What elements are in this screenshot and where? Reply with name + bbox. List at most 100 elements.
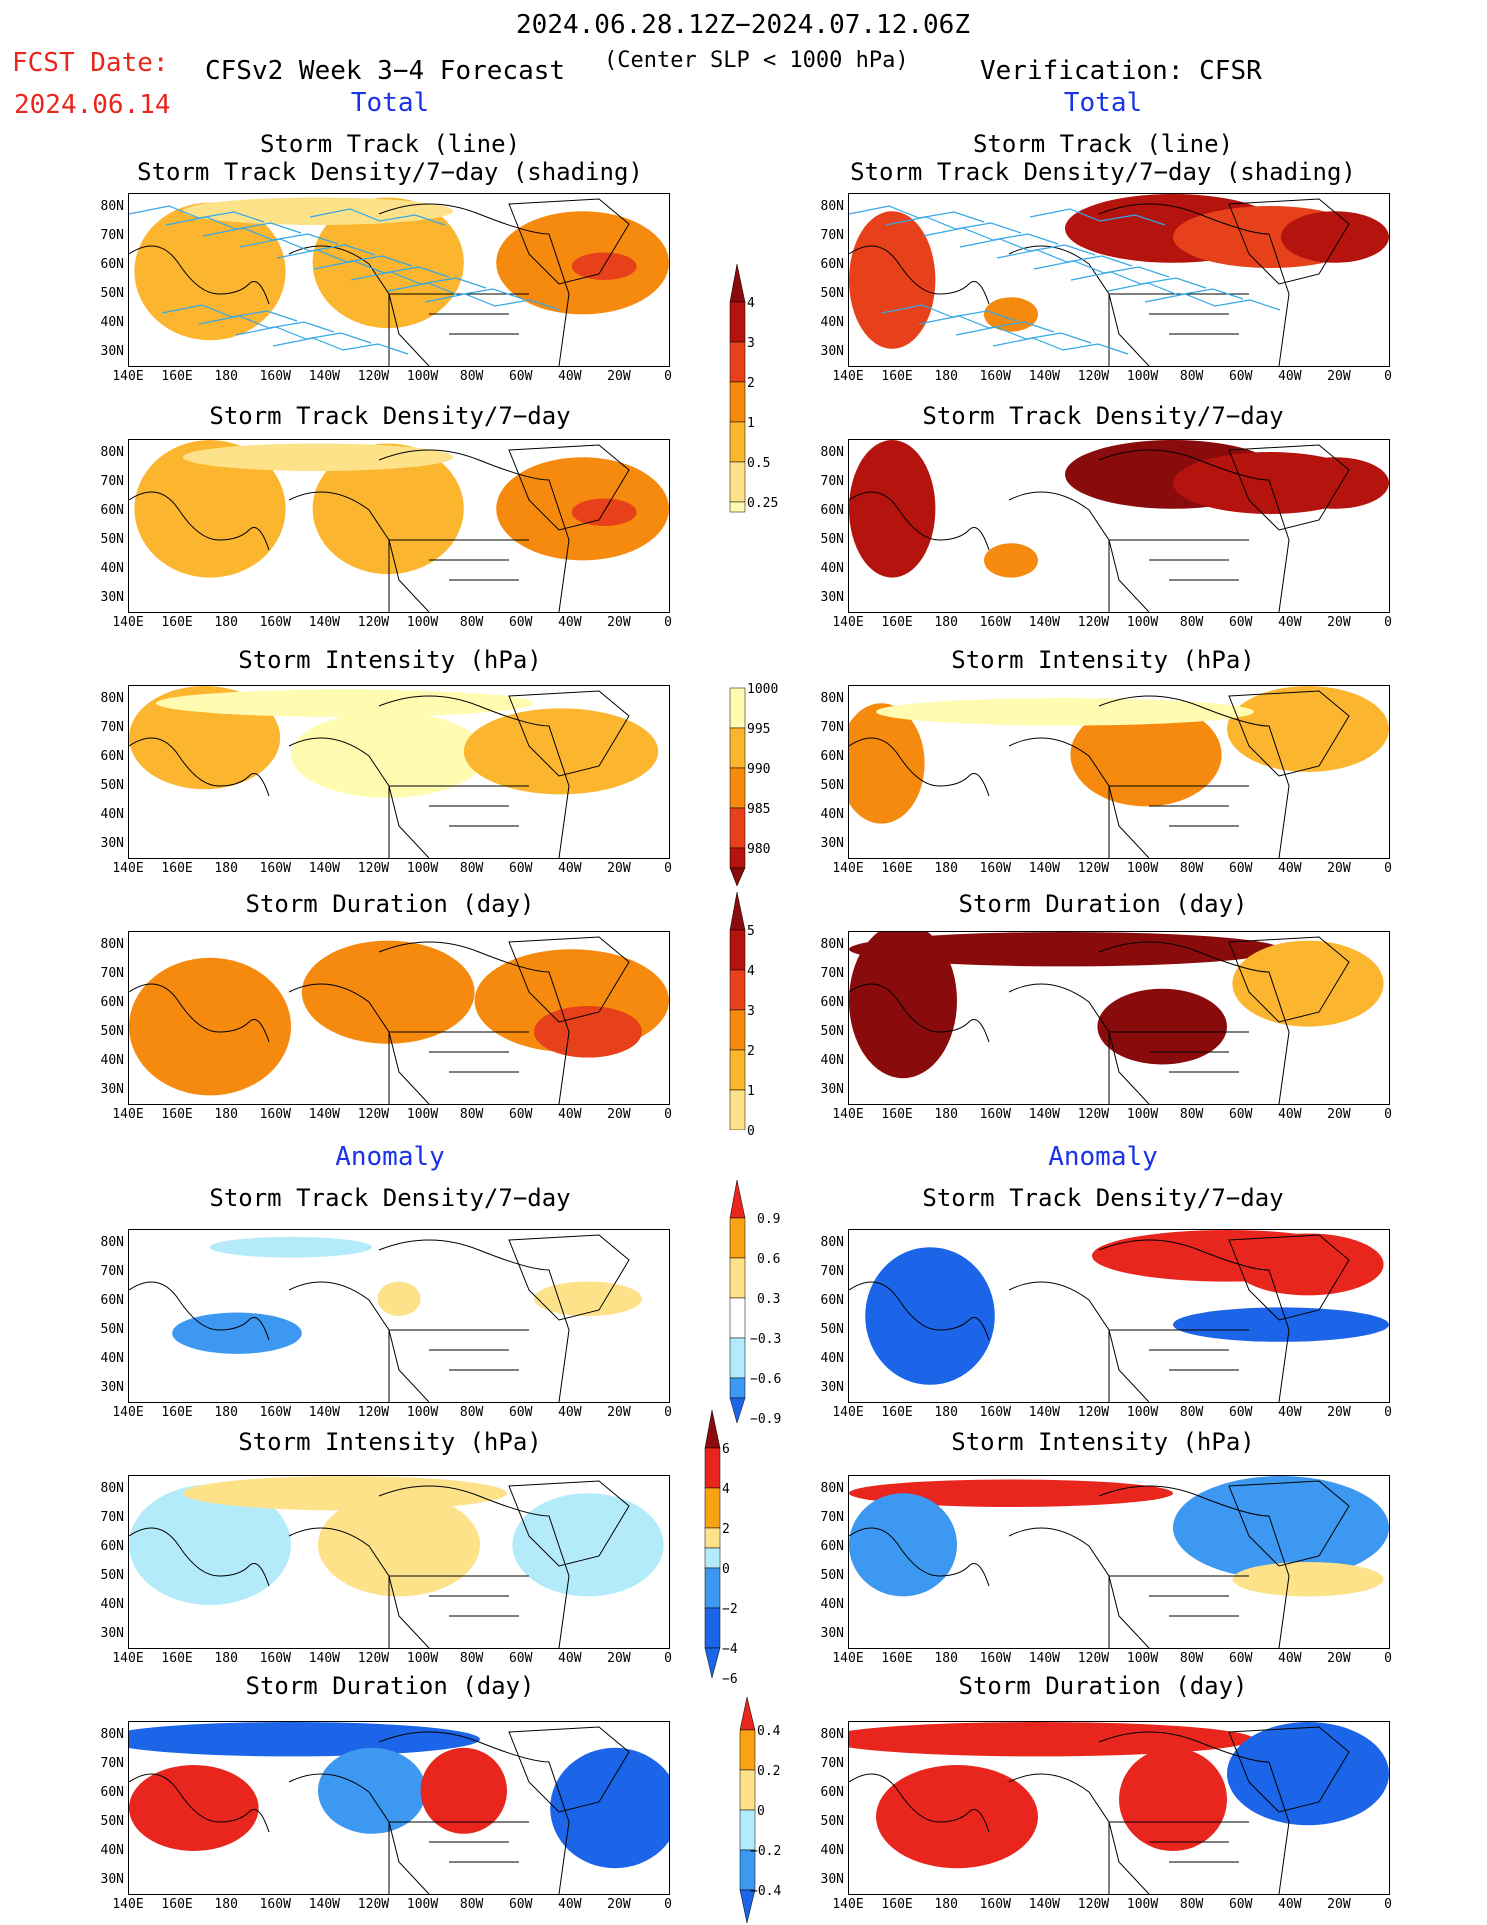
lon-label: 20W: [607, 1405, 631, 1420]
shading-region: [849, 1493, 957, 1597]
lon-label: 120W: [357, 1651, 390, 1666]
coastline: [1098, 1731, 1290, 1894]
lon-label: 180: [934, 1651, 958, 1666]
lat-label: 40N: [100, 1053, 124, 1068]
lat-label: 80N: [100, 1481, 124, 1496]
coastline: [378, 203, 570, 366]
cb-duration-anom-label: −0.4: [750, 1884, 782, 1899]
lon-label: 140E: [112, 369, 144, 384]
lat-label: 60N: [820, 1785, 844, 1800]
shading-region: [1281, 457, 1389, 509]
title-intensity-anom-left: Storm Intensity (hPa): [238, 1428, 542, 1456]
lon-label: 120W: [1077, 1405, 1110, 1420]
lon-label: 140W: [308, 1405, 341, 1420]
lon-label: 0: [1384, 1107, 1392, 1122]
lon-label: 20W: [1327, 1405, 1351, 1420]
shading-region: [849, 703, 925, 824]
lon-label: 180: [214, 615, 238, 630]
map-panel: [128, 931, 670, 1105]
lat-label: 70N: [820, 966, 844, 981]
shading-region: [984, 543, 1038, 578]
lat-label: 60N: [820, 749, 844, 764]
cb-density-total-label: 3: [747, 336, 755, 351]
storm-track-line: [1070, 271, 1207, 289]
coastline: [378, 1731, 570, 1894]
lat-label: 40N: [820, 1843, 844, 1858]
map-canvas: [849, 440, 1389, 612]
lon-label: 100W: [1126, 1897, 1159, 1912]
map-panel: [848, 1721, 1390, 1895]
storm-track-line: [235, 326, 372, 344]
lon-label: 140E: [112, 1107, 144, 1122]
shading-region: [1173, 1307, 1389, 1342]
lat-label: 30N: [100, 1082, 124, 1097]
lat-label: 80N: [100, 445, 124, 460]
cb-intensity-total-label: 980: [747, 842, 771, 857]
shading-region: [865, 1247, 995, 1385]
lon-label: 180: [214, 1651, 238, 1666]
coastline: [1108, 1329, 1249, 1402]
lon-label: 160E: [881, 1405, 913, 1420]
coastline: [1098, 203, 1290, 366]
lat-label: 70N: [820, 1264, 844, 1279]
coastline: [1098, 1485, 1290, 1648]
map-panel: [128, 1229, 670, 1403]
shading-region: [301, 940, 475, 1044]
lon-label: 100W: [406, 1897, 439, 1912]
lon-label: 80W: [1179, 369, 1204, 384]
coastline: [849, 491, 990, 551]
lon-label: 140E: [832, 615, 864, 630]
coastline: [1008, 491, 1150, 612]
shading-region: [129, 957, 291, 1096]
coastline: [1108, 1821, 1249, 1894]
coastline: [1228, 198, 1350, 285]
lon-label: 100W: [1126, 615, 1159, 630]
map-canvas: [849, 1476, 1389, 1648]
lon-label: 100W: [1126, 1405, 1159, 1420]
coastline: [1098, 449, 1290, 612]
lon-label: 0: [1384, 861, 1392, 876]
lon-label: 140E: [112, 1651, 144, 1666]
colorbar-density-anom: [729, 1179, 746, 1424]
shading-region: [1173, 1476, 1389, 1580]
lon-label: 160E: [161, 1107, 193, 1122]
lon-label: 0: [1384, 1651, 1392, 1666]
lat-label: 50N: [820, 1322, 844, 1337]
lon-label: 100W: [406, 369, 439, 384]
colorbar-density-total: [729, 263, 746, 513]
lon-label: 140W: [1028, 369, 1061, 384]
map-panel: [848, 1475, 1390, 1649]
lon-label: 60W: [1228, 1107, 1253, 1122]
lat-label: 60N: [820, 1539, 844, 1554]
cb-duration-total-label: 1: [747, 1084, 755, 1099]
map-canvas: [849, 686, 1389, 858]
coastline: [388, 539, 529, 612]
map-panel: [128, 685, 670, 859]
lon-label: 140W: [1028, 615, 1061, 630]
lon-label: 0: [1384, 615, 1392, 630]
lat-label: 80N: [100, 937, 124, 952]
shading-region: [849, 1722, 1254, 1757]
shading-region: [129, 1484, 291, 1605]
lon-label: 80W: [459, 861, 484, 876]
coastline: [378, 1239, 570, 1402]
lon-label: 80W: [1179, 615, 1204, 630]
coastline: [288, 737, 430, 858]
lat-label: 60N: [100, 749, 124, 764]
coastline: [378, 449, 570, 612]
lat-label: 60N: [100, 503, 124, 518]
cb-duration-total-label: 0: [747, 1124, 755, 1139]
title-duration-total-right: Storm Duration (day): [958, 890, 1248, 918]
coastline: [508, 1726, 630, 1813]
coastline: [288, 245, 430, 366]
lon-label: 140W: [308, 1897, 341, 1912]
lon-label: 140W: [308, 861, 341, 876]
lon-label: 40W: [558, 861, 582, 876]
lat-label: 50N: [100, 1568, 124, 1583]
cb-duration-anom-label: 0.2: [757, 1764, 781, 1779]
title-density-total-left: Storm Track Density/7−day: [209, 402, 571, 430]
lon-label: 20W: [607, 1897, 631, 1912]
map-panel: [128, 1475, 670, 1649]
lon-label: 0: [664, 1107, 672, 1122]
lon-label: 160E: [161, 1405, 193, 1420]
